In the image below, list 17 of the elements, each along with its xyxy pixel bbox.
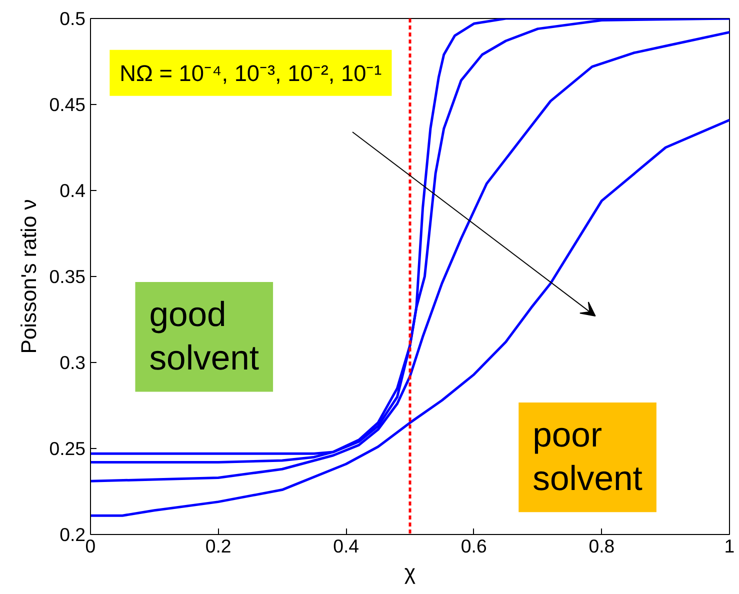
x-tick-label: 0.8 bbox=[588, 536, 615, 556]
y-tick-label: 0.5 bbox=[60, 8, 86, 29]
y-tick-label: 0.25 bbox=[49, 438, 86, 459]
annotation: NΩ = 10⁻⁴, 10⁻³, 10⁻², 10⁻¹ bbox=[120, 60, 382, 86]
x-tick-label: 0 bbox=[85, 536, 96, 556]
annotation: good solvent bbox=[149, 296, 260, 378]
y-tick-label: 0.45 bbox=[49, 94, 86, 115]
x-tick-label: 0.4 bbox=[333, 536, 360, 556]
x-tick-label: 0.6 bbox=[460, 536, 487, 556]
x-tick-label: 1 bbox=[724, 536, 735, 556]
y-tick-label: 0.4 bbox=[60, 180, 86, 201]
y-tick-label: 0.3 bbox=[60, 352, 86, 373]
x-tick-label: 0.2 bbox=[205, 536, 232, 556]
annotation: poor solvent bbox=[532, 416, 643, 498]
y-tick-label: 0.35 bbox=[49, 266, 86, 287]
y-axis-title: Poisson's ratio ν bbox=[17, 199, 42, 354]
x-axis-title: χ bbox=[404, 560, 416, 584]
